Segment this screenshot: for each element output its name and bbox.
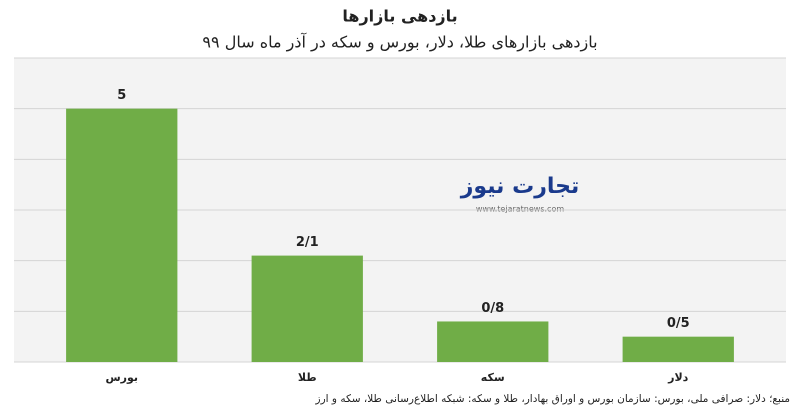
bar [622, 336, 734, 362]
source-note: منبع؛ دلار: صرافی ملی، بورس: سازمان بورس… [315, 393, 790, 405]
bar [251, 255, 363, 362]
bar [437, 321, 549, 362]
value-label: 2/1 [296, 235, 319, 250]
watermark-url: www.tejaratnews.com [476, 205, 564, 214]
watermark-logo: تجارت نیوز [460, 174, 580, 199]
x-tick-label: بورس [105, 371, 138, 384]
x-tick-label: دلار [667, 371, 689, 384]
chart-subtitle: بازدهی بازارهای طلا، دلار، بورس و سکه در… [202, 33, 597, 53]
x-tick-label: طلا [298, 371, 317, 384]
chart-title: بازدهی بازارها [342, 7, 457, 26]
value-label: 0/8 [481, 301, 504, 316]
value-label: 0/5 [667, 316, 690, 331]
value-label: 5 [117, 88, 126, 103]
bar [66, 108, 178, 363]
x-tick-label: سکه [481, 371, 505, 384]
